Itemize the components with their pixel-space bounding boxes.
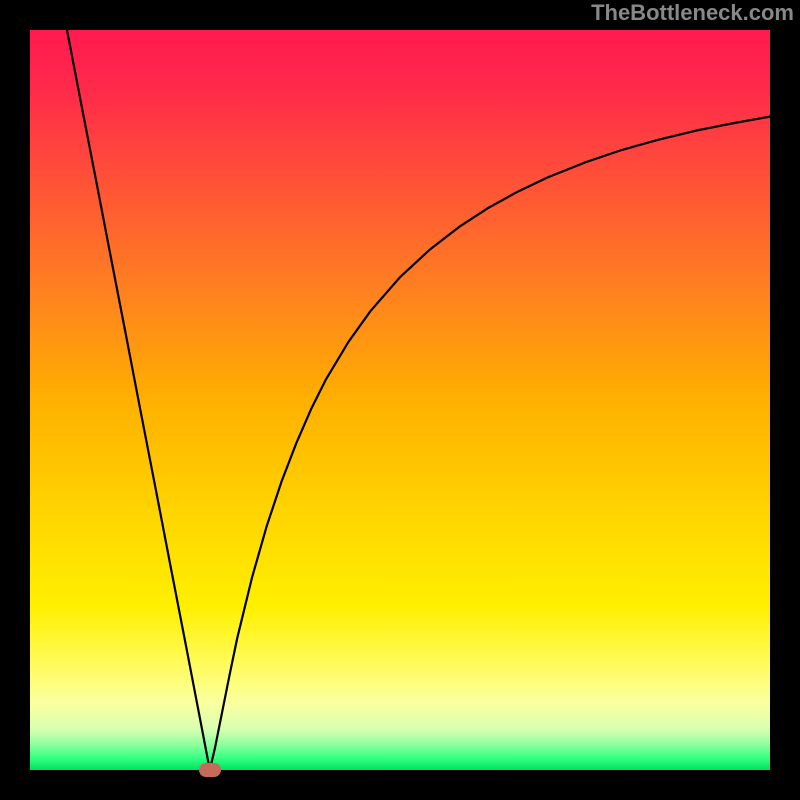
bottleneck-curve [30,30,770,770]
chart-container: TheBottleneck.com [0,0,800,800]
watermark-text: TheBottleneck.com [591,0,794,26]
plot-area [30,30,770,770]
optimum-marker [199,763,221,777]
